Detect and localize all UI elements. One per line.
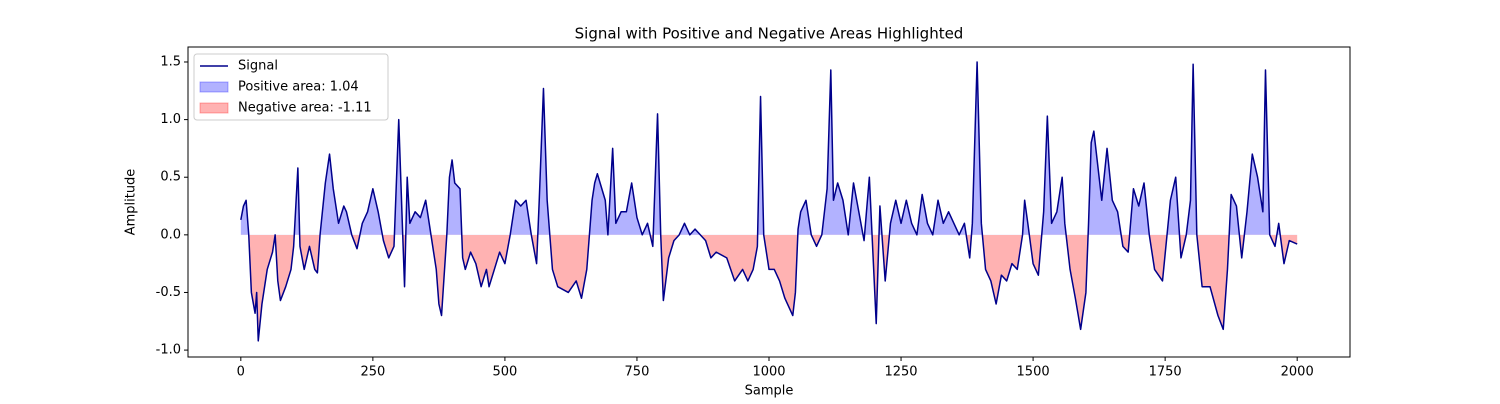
x-tick-label: 2000: [1281, 365, 1314, 380]
x-tick-label: 250: [360, 365, 385, 380]
legend-box: [193, 53, 389, 121]
x-tick-label: 1750: [1149, 365, 1182, 380]
x-tick-label: 750: [625, 365, 650, 380]
y-tick-label: 0.0: [160, 227, 181, 242]
y-tick-label: -1.0: [156, 343, 181, 358]
x-tick-label: 1250: [884, 365, 917, 380]
x-tick-label: 1500: [1017, 365, 1050, 380]
x-tick-label: 1000: [752, 365, 785, 380]
y-tick-label: 1.0: [160, 112, 181, 127]
chart-title: Signal with Positive and Negative Areas …: [575, 25, 964, 43]
y-axis-label: Amplitude: [124, 169, 139, 236]
legend-patch: [199, 102, 229, 114]
y-tick-label: 1.5: [160, 54, 181, 69]
plot-frame: [187, 46, 1351, 358]
legend-patch: [199, 81, 229, 93]
y-tick-label: -0.5: [156, 285, 181, 300]
legend-label: Negative area: -1.11: [238, 101, 372, 116]
positive-area: [240, 61, 1281, 235]
x-axis-label: Sample: [745, 384, 794, 399]
legend-label: Positive area: 1.04: [238, 80, 359, 95]
legend-label: Signal: [238, 59, 278, 74]
y-tick-label: 0.5: [160, 170, 181, 185]
legend: Signal Positive area: 1.04 Negative area: …: [193, 53, 389, 121]
x-tick-label: 0: [237, 365, 245, 380]
x-tick-label: 500: [492, 365, 517, 380]
signal-line: [240, 61, 1298, 342]
